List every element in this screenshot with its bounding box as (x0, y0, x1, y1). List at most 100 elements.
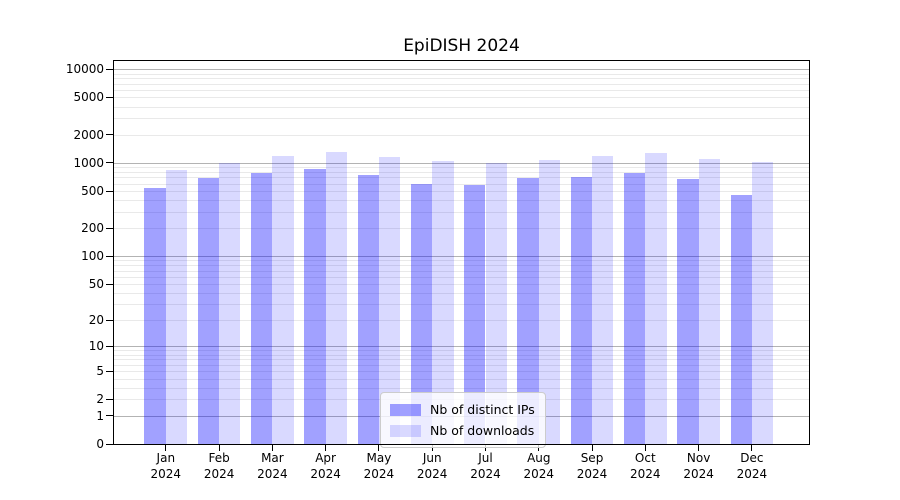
gridline-minor (113, 276, 810, 278)
y-tick (106, 255, 113, 257)
x-tick-label: Apr 2024 (310, 451, 341, 481)
legend-swatch-downloads-icon (390, 424, 421, 437)
bar-nb-of-distinct-ips-jul (464, 185, 486, 445)
gridline-minor (113, 265, 810, 267)
gridline-minor (113, 320, 810, 322)
bar-nb-of-downloads-nov (698, 159, 720, 445)
y-tick-label: 5000 (73, 90, 104, 105)
y-tick-label: 20 (88, 313, 104, 328)
gridline-minor (113, 364, 810, 366)
gridline-minor (113, 350, 810, 352)
bar-nb-of-distinct-ips-jun (410, 183, 433, 445)
y-tick-label: 10000 (65, 62, 104, 77)
plot-area: Nb of distinct IPs Nb of downloads (113, 60, 810, 448)
bar-nb-of-downloads-jul (485, 162, 507, 445)
x-tick-label: Aug 2024 (523, 451, 555, 481)
bar-nb-of-downloads-feb (219, 162, 241, 445)
x-tick-label: Dec 2024 (736, 451, 768, 481)
gridline-minor (113, 191, 810, 192)
y-tick-label: 50 (88, 277, 104, 291)
gridline-minor (113, 304, 810, 306)
bar-nb-of-downloads-oct (645, 153, 667, 445)
y-tick-label: 500 (81, 184, 104, 198)
x-tick (644, 445, 646, 451)
gridline-minor (113, 167, 810, 169)
gridline-minor (113, 260, 810, 262)
bar-nb-of-downloads-may (378, 156, 401, 445)
x-tick (271, 445, 273, 451)
y-tick-label: 2 (96, 392, 104, 407)
bar-nb-of-distinct-ips-oct (623, 173, 646, 445)
y-tick (106, 443, 113, 445)
x-tick (538, 445, 540, 451)
legend-swatch-distinct-ips-icon (390, 403, 421, 416)
y-tick (106, 134, 113, 136)
bar-nb-of-distinct-ips-aug (517, 177, 539, 445)
bar-nb-of-downloads-jan (165, 169, 188, 445)
x-tick-label: Feb 2024 (203, 451, 235, 481)
x-tick-label: May 2024 (363, 451, 395, 481)
bar-nb-of-downloads-jun (432, 160, 454, 445)
gridline-major (113, 162, 810, 164)
legend: Nb of distinct IPs Nb of downloads (380, 392, 546, 448)
legend-item-distinct-ips: Nb of distinct IPs (390, 399, 535, 420)
gridline-minor (113, 78, 810, 80)
bar-nb-of-downloads-apr (325, 151, 347, 445)
gridline-minor (113, 371, 810, 373)
gridline-major (113, 69, 810, 71)
y-tick (106, 227, 113, 229)
gridline-minor (113, 118, 810, 120)
x-tick (218, 445, 220, 451)
y-tick (106, 96, 113, 98)
gridline-minor (113, 292, 810, 294)
gridline-minor (113, 97, 810, 99)
legend-item-downloads: Nb of downloads (390, 420, 535, 441)
y-tick (106, 415, 113, 417)
legend-label-distinct-ips: Nb of distinct IPs (430, 402, 535, 417)
gridline-minor (113, 270, 810, 272)
y-tick-label: 0 (96, 437, 104, 451)
gridline-minor (113, 284, 810, 285)
y-tick-label: 2000 (73, 127, 104, 142)
bar-nb-of-distinct-ips-sep (570, 176, 592, 445)
gridline-minor (113, 211, 810, 213)
gridline-minor (113, 228, 810, 230)
x-tick (591, 445, 593, 451)
gridline-minor (113, 83, 810, 85)
bar-nb-of-distinct-ips-feb (197, 177, 220, 445)
gridline-minor (113, 177, 810, 179)
bar-nb-of-distinct-ips-jan (144, 187, 166, 445)
y-tick (106, 283, 113, 285)
gridline-minor (113, 90, 810, 91)
y-tick (106, 370, 113, 372)
bar-nb-of-downloads-mar (272, 155, 294, 445)
x-tick-label: Sep 2024 (576, 451, 608, 481)
gridline-minor (113, 378, 810, 380)
y-tick (106, 398, 113, 400)
gridline-minor (113, 200, 810, 202)
gridline-minor (113, 183, 810, 185)
gridline-minor (113, 171, 810, 173)
x-tick (431, 445, 433, 451)
bar-nb-of-distinct-ips-may (357, 175, 379, 445)
gridline-major (113, 256, 810, 258)
x-tick (378, 445, 380, 451)
y-tick-label: 10 (88, 339, 104, 354)
x-tick-label: Jan 2024 (150, 451, 182, 481)
y-tick (106, 162, 113, 164)
gridline-minor (113, 387, 810, 389)
x-tick-label: Oct 2024 (630, 451, 661, 481)
bar-nb-of-downloads-aug (538, 160, 561, 445)
bar-nb-of-distinct-ips-dec (730, 195, 752, 445)
x-tick-label: Jun 2024 (416, 451, 448, 481)
x-tick (165, 445, 167, 451)
y-tick-label: 5 (96, 364, 104, 379)
legend-label-downloads: Nb of downloads (430, 423, 535, 438)
y-tick-label: 1000 (73, 155, 104, 170)
x-tick (751, 445, 753, 451)
y-tick (106, 190, 113, 192)
gridline-minor (113, 359, 810, 361)
bar-nb-of-downloads-dec (751, 161, 774, 445)
x-tick-label: Nov 2024 (683, 451, 714, 481)
